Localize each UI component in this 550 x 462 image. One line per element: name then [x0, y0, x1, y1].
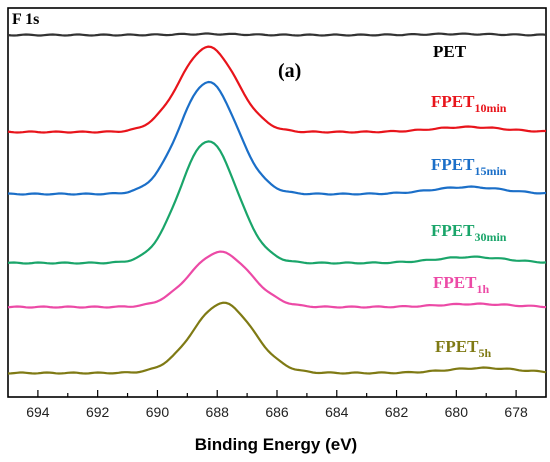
panel-label: (a) [278, 60, 301, 82]
series-line-fpet1h [7, 250, 547, 309]
x-tick-label: 680 [445, 404, 469, 420]
curves-layer [7, 32, 547, 375]
x-tick-label: 688 [206, 404, 230, 420]
x-tick-label: 684 [325, 404, 349, 420]
series-label: FPET10min [431, 92, 507, 115]
x-tick-label: 692 [86, 404, 110, 420]
x-tick-label: 682 [385, 404, 409, 420]
x-tick-label: 694 [26, 404, 50, 420]
series-line-pet [7, 32, 547, 37]
series-line-fpet30min [7, 140, 547, 265]
series-labels-layer: PET FPET10min FPET15min FPET30min FPET1h FPET… [431, 42, 507, 360]
corner-label: F 1s [12, 11, 39, 28]
x-axis-title: Binding Energy (eV) [195, 435, 357, 454]
x-tick-label: 678 [504, 404, 528, 420]
series-label: PET [433, 42, 467, 61]
series-label: FPET30min [431, 221, 507, 244]
series-label: FPET1h [433, 273, 489, 296]
x-tick-label: 690 [146, 404, 170, 420]
series-line-fpet15min [7, 80, 547, 196]
series-label: FPET15min [431, 155, 507, 178]
x-ticks-layer: 694 692 690 688 686 684 682 680 678 [26, 390, 528, 420]
series-line-fpet5h [7, 301, 547, 375]
x-tick-label: 686 [265, 404, 289, 420]
series-label: FPET5h [435, 337, 491, 360]
series-line-fpet10min [7, 45, 546, 134]
